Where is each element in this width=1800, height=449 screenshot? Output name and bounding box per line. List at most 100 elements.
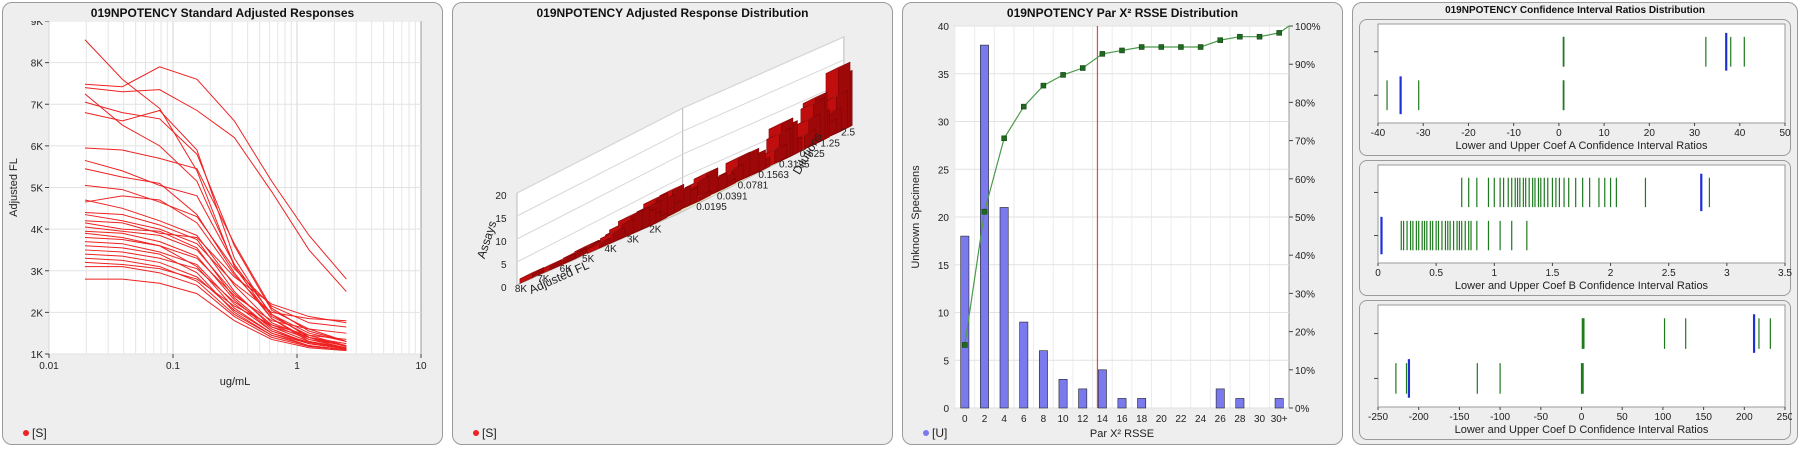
response-series-line [84, 266, 347, 351]
cumulative-line [964, 25, 1290, 346]
x-tick-label: 10 [1599, 128, 1611, 139]
x-tick-label: 14 [1097, 414, 1109, 425]
x-tick-label: 50 [1779, 128, 1791, 139]
y-tick-label: 25 [938, 165, 950, 176]
x-tick-label: 28 [1234, 414, 1246, 425]
x-tick-label: -150 [1449, 412, 1469, 423]
response-series-line [84, 257, 347, 351]
histogram-bar [1058, 379, 1068, 409]
cumulative-point [1197, 44, 1204, 50]
y-tick-label: 0.1563 [758, 170, 789, 181]
coef-a-subpanel: -40 -30 -20 -10 0 10 20 30 40 50 Lower and Upper C… [1359, 19, 1791, 156]
x-tick-label: 0 [1375, 268, 1381, 279]
y-tick-label: 9K [31, 21, 44, 28]
legend-dot [923, 430, 929, 436]
legend-label: [S] [32, 426, 47, 440]
response-series-line [84, 87, 347, 292]
histogram-bar [980, 44, 989, 409]
bar-face-top [791, 129, 816, 141]
bar-face-top [718, 164, 744, 176]
x-tick-label: 8 [1041, 414, 1047, 425]
x-tick-label: 3K [627, 234, 640, 245]
x-tick-label: 3 [1724, 268, 1730, 279]
y2-tick-label: 80% [1295, 98, 1315, 109]
coef-d-subpanel: -250 -200 -150 -100 -50 0 50 100 150 200 250 Lower … [1359, 300, 1794, 440]
histogram-bar [1274, 398, 1284, 409]
x-tick-label: 0.1 [166, 361, 180, 372]
cumulative-point [1138, 44, 1145, 50]
x-tick-label: 16 [1116, 414, 1128, 425]
legend: [S] [473, 426, 497, 440]
y-tick-label: 40 [938, 22, 950, 33]
y-tick-label: 1.25 [820, 138, 840, 149]
chart-title: 019NPOTENCY Par X² RSSE Distribution [1006, 6, 1239, 20]
bar-face-top [519, 267, 544, 280]
y2-tick-label: 90% [1295, 60, 1315, 71]
y-tick-label: 0.0781 [738, 181, 769, 192]
x-tick-label: 1 [294, 361, 300, 372]
chart-title: 019NPOTENCY Adjusted Response Distributi… [536, 6, 809, 20]
bar-face-top [725, 151, 750, 164]
x-tick-label: -20 [1461, 128, 1476, 139]
response-distribution-panel: 019NPOTENCY Adjusted Response Distributi… [452, 2, 893, 445]
bar-face-top [762, 143, 787, 156]
response-series-line [84, 261, 347, 340]
y-tick-label: 5 [943, 356, 949, 367]
x-tick-label: 3.5 [1778, 268, 1792, 279]
x-axis-label: Lower and Upper Coef B Confidence Interv… [1455, 280, 1709, 292]
bar-face-top [800, 97, 825, 110]
cumulative-point [981, 208, 988, 215]
y2-tick-label: 50% [1295, 213, 1315, 224]
y-tick-label: 4K [31, 225, 44, 236]
x-tick-label: 0.5 [1429, 268, 1443, 279]
coef-b-strip-chart: 0 0.5 1 1.5 2 2.5 3 3.5 Lower and Upper Coef B C… [1374, 164, 1792, 292]
bar-face-top [586, 237, 612, 250]
y2-tick-label: 100% [1295, 22, 1321, 33]
x-tick-label: 10 [415, 361, 427, 372]
x-tick-label: 5K [582, 254, 595, 265]
cumulative-point [1237, 33, 1243, 40]
x-tick-label: 4K [604, 244, 617, 255]
response-series-line [84, 220, 347, 324]
x-tick-label: 0 [962, 414, 968, 425]
histogram-bar [960, 235, 970, 409]
x-axis-label: Lower and Upper Coef D Confidence Interv… [1455, 424, 1709, 436]
histogram-bar [1078, 388, 1088, 409]
x-tick-label: 1 [1492, 268, 1498, 279]
z-grid-line [516, 82, 845, 240]
x-tick-label: 4 [1001, 414, 1007, 425]
x-tick-label: -40 [1371, 128, 1386, 139]
bar-face-top [659, 184, 684, 196]
coef-b-subpanel: 0 0.5 1 1.5 2 2.5 3 3.5 Lower and Upper Coef B C… [1359, 160, 1792, 296]
x-tick-label: 6 [1021, 414, 1027, 425]
x-tick-label: 0 [1556, 128, 1562, 139]
y-tick-label: 30 [938, 118, 950, 129]
x-tick-label: 2.5 [1662, 268, 1676, 279]
standard-responses-panel: 019NPOTENCY Standard Adjusted Responses … [2, 2, 443, 445]
legend-label: [U] [932, 426, 948, 440]
x-axis-label: Lower and Upper Coef A Confidence Interv… [1456, 140, 1708, 152]
x-tick-label: 18 [1136, 414, 1148, 425]
y-tick-label: 6K [31, 142, 44, 153]
x-axis-label: Par X² RSSE [1090, 428, 1154, 439]
cumulative-point [1001, 135, 1007, 142]
x-tick-label: 10 [1057, 414, 1069, 425]
response-series-line [84, 236, 347, 334]
response-series-line [84, 214, 347, 322]
bar-face-top [562, 246, 588, 259]
response-series-line [84, 211, 347, 349]
y2-tick-label: 20% [1295, 328, 1315, 339]
y-axis-label: Adjusted FL [8, 158, 20, 217]
response-series-line [84, 199, 347, 347]
histogram-bar [1215, 388, 1225, 409]
bar-face-top [684, 176, 710, 188]
y-tick-label: 2K [31, 308, 44, 319]
x-tick-label: -30 [1416, 128, 1431, 139]
response-series-line [84, 226, 347, 347]
x-tick-label: -10 [1506, 128, 1521, 139]
x-tick-label: 30+ [1271, 414, 1288, 425]
x-tick-label: 40 [1734, 128, 1746, 139]
bar-face-top [693, 167, 719, 180]
rsse-distribution-panel: 019NPOTENCY Par X² RSSE Distribution 0 5 1… [902, 2, 1343, 445]
x-tick-label: 30 [1254, 414, 1266, 425]
